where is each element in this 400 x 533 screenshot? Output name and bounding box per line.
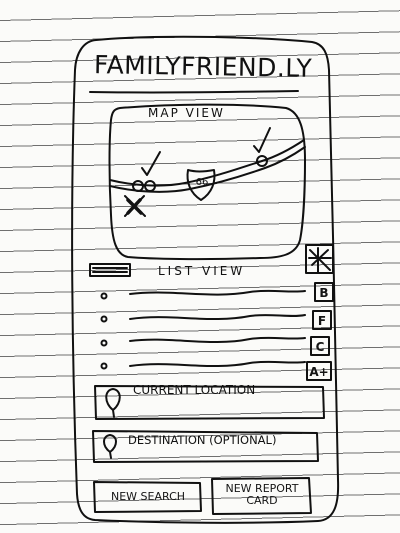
list-row-line[interactable] [129,360,306,367]
list-bullet [100,315,108,323]
list-row-line[interactable] [129,336,306,343]
list-bullet [100,362,108,370]
new-report-card-button[interactable]: New Report Card [225,482,299,508]
app-title: FamilyFriend.ly [93,50,313,83]
phone-outline [71,35,340,524]
list-view-icon[interactable] [89,263,131,277]
location-pin-icon [105,388,121,418]
highway-shield-number: 66 [195,177,209,188]
current-location-label: Current Location [133,383,256,397]
grade-b: B [319,286,329,300]
grade-c: C [315,340,325,354]
current-location-field[interactable] [94,385,325,420]
new-report-card-button-frame[interactable] [211,477,312,515]
grade-box [312,310,332,330]
list-view-label: List View [158,264,246,278]
title-underline [89,90,299,94]
list-view-icon-lines [92,267,128,273]
grade-box [310,336,330,356]
check-icon [253,127,271,153]
map-stop-marker[interactable] [144,180,156,192]
grade-icon[interactable] [305,244,334,274]
destination-field[interactable] [92,430,319,463]
grade-box [306,361,332,381]
map-view-label: Map View [148,106,225,120]
map-stop-marker[interactable] [256,155,268,167]
list-row-line[interactable] [129,314,306,320]
destination-label: Destination (optional) [128,433,277,447]
map-stop-marker[interactable] [132,180,144,192]
grade-f: F [317,314,327,328]
new-search-button-frame[interactable] [93,481,202,513]
map-frame[interactable] [108,103,306,261]
list-bullet [100,339,108,347]
grade-icon-scribble [308,247,332,273]
highway-shield-icon [186,169,216,201]
list-row-line[interactable] [129,289,306,296]
list-bullet [100,292,108,300]
map-road-inner [109,146,306,193]
location-pin-icon [103,434,117,459]
grade-box [314,282,334,302]
new-search-button[interactable]: New Search [110,490,186,503]
check-icon [141,151,161,176]
crossed-marker-icon-fill [126,198,143,215]
grade-a-plus: A+ [309,365,329,379]
